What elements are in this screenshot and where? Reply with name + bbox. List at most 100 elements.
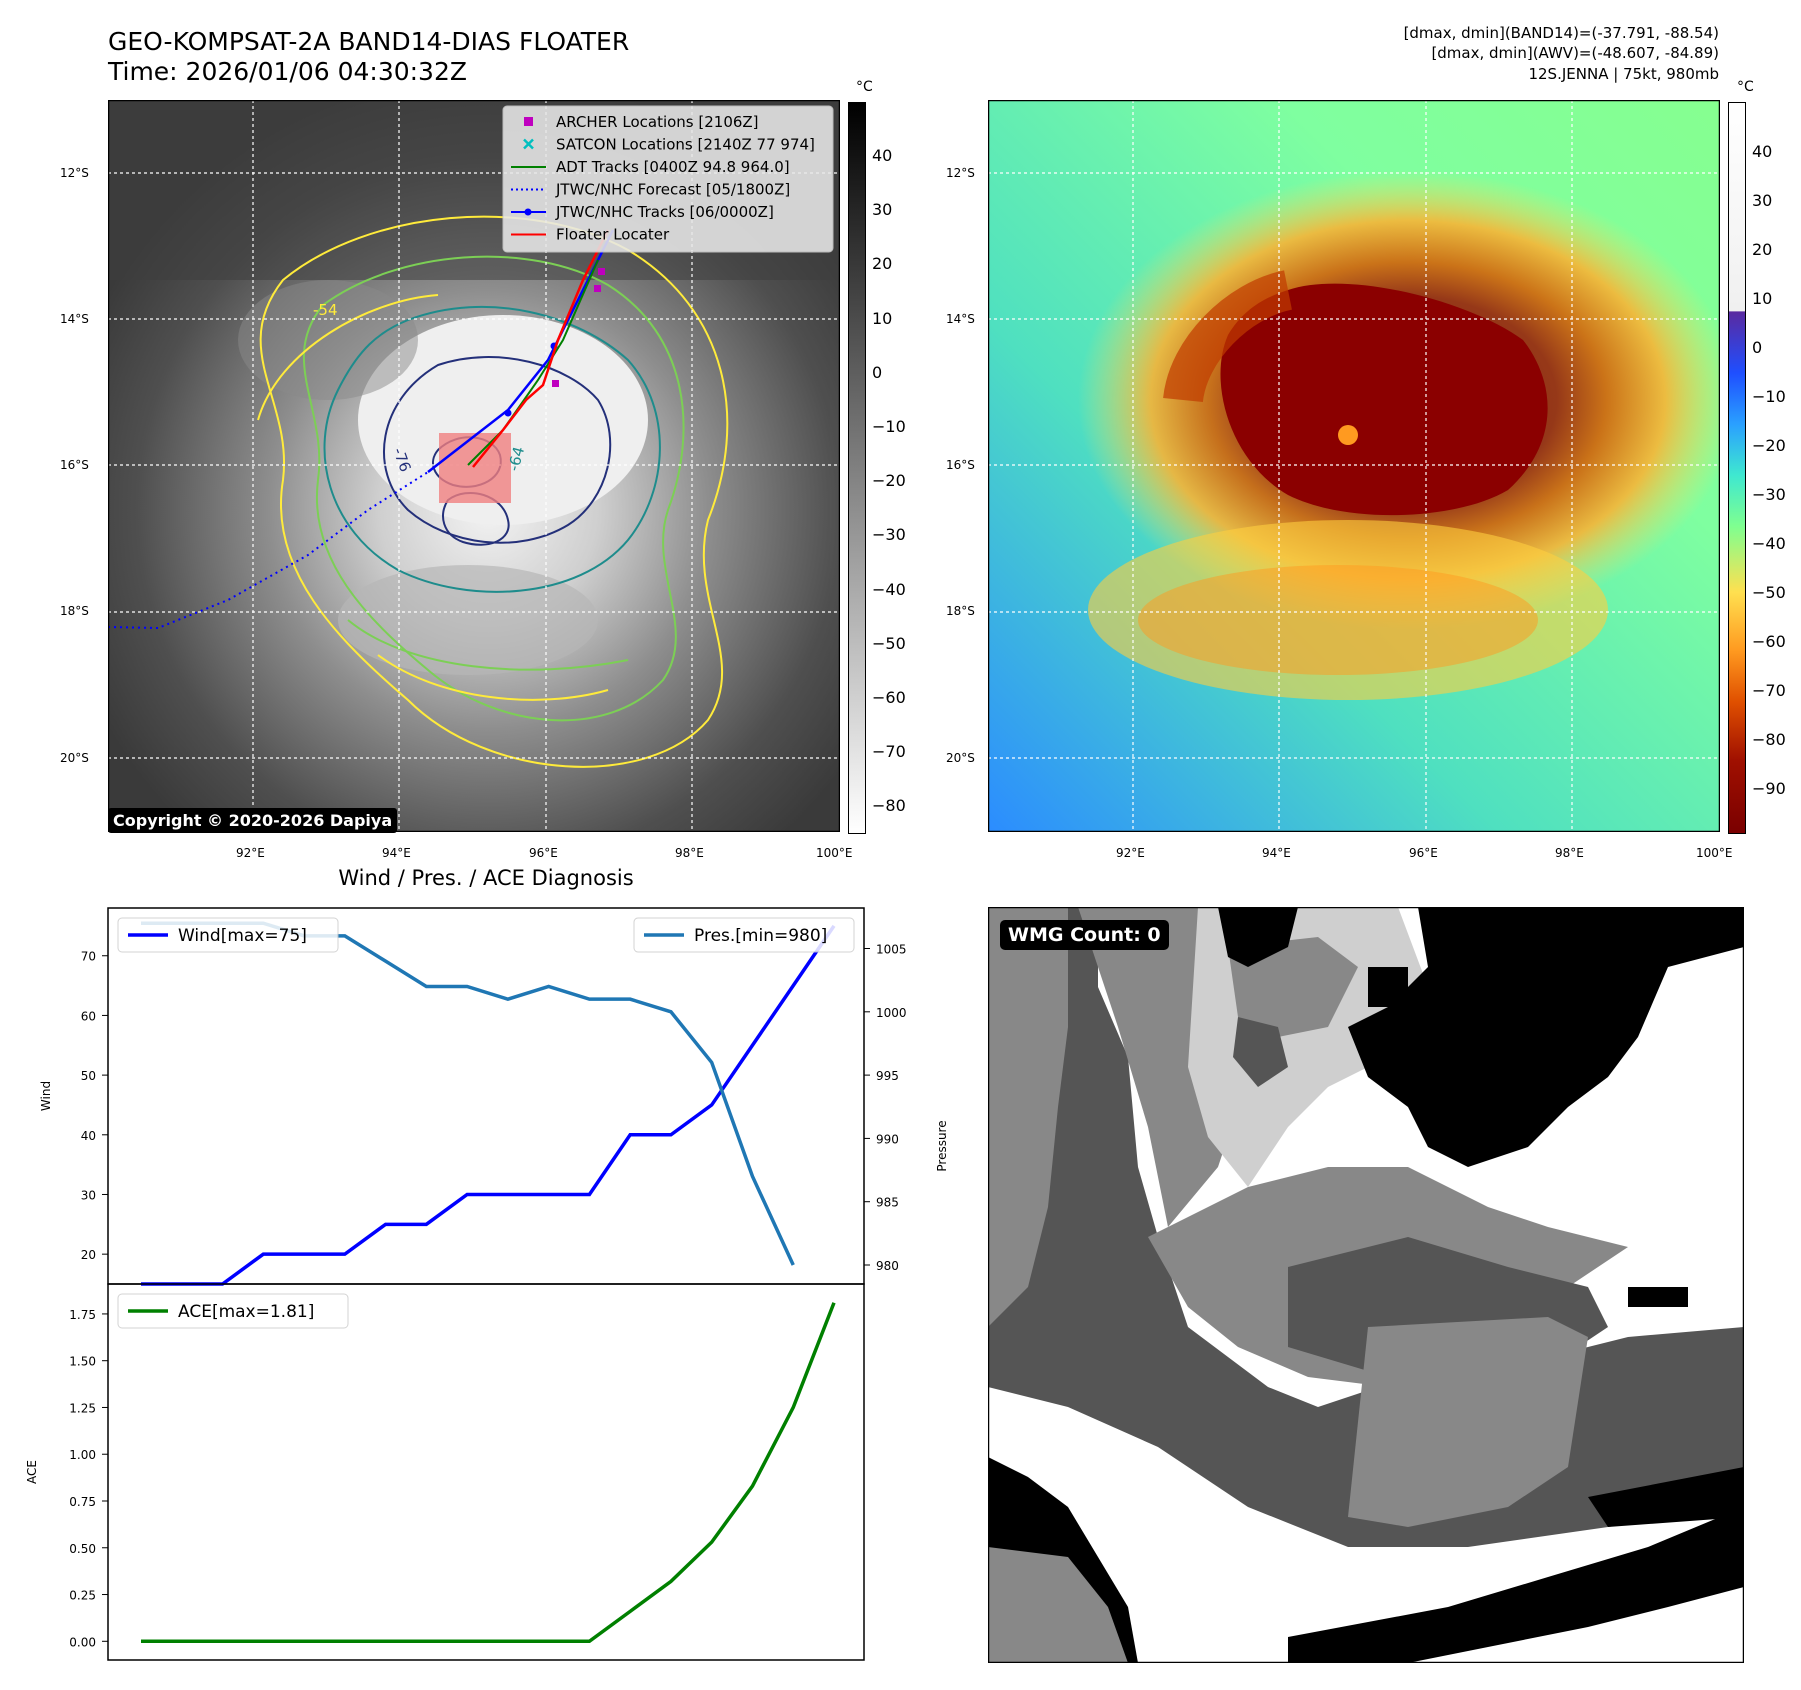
pressure-axis-label: Pressure [935,1120,949,1171]
ace-tick-0: 0.00 [69,1635,96,1649]
wind-legend-label: Wind[max=75] [178,926,307,946]
cb1-ticks-label-11: −70 [872,742,906,762]
wind-series-line [141,924,836,1286]
map1-lat-20: 20°S [60,751,89,765]
cb2-ticks-label-8: −40 [1752,534,1786,553]
wmg-count-badge: WMG Count: 0 [1000,920,1169,950]
wind-tick-1: 30 [81,1188,96,1202]
legend-item-2: ADT Tracks [0400Z 94.8 964.0] [511,158,790,176]
map2-lat-14: 14°S [946,312,975,326]
eye-feature [1338,425,1358,445]
map2-lon-100: 100°E [1696,846,1733,860]
map2-lon-92: 92°E [1116,846,1145,860]
cb2-ticks-label-5: −10 [1752,387,1786,406]
contour-navy [383,356,612,544]
pressure-tick-5: 1005 [876,943,907,957]
wind-tick-2: 40 [81,1129,96,1143]
map2-lat-18: 18°S [946,604,975,618]
pressure-legend-label: Pres.[min=980] [694,926,827,946]
colorbar1-unit: °C [856,79,873,95]
diagnosis-chart: 20 30 40 50 60 70 980 985 990 995 1000 1005 Wind Pres… [25,907,949,1661]
cdo-cloud-top [358,315,648,525]
cb1-ticks-label-5: −10 [872,417,906,436]
cb1-ticks-label-4: 0 [872,362,883,382]
cb2-ticks-label-3: 10 [1752,289,1773,308]
legend-label-2: ADT Tracks [0400Z 94.8 964.0] [556,158,790,176]
map1-lat-14: 14°S [60,312,89,326]
cb1-ticks-label-2: 20 [872,254,893,274]
colorbar1-gray [848,102,866,834]
ace-legend [117,1293,349,1329]
cb2-ticks-label-12: −80 [1752,730,1786,749]
wind-tick-0: 20 [81,1248,96,1262]
contour-label-64: -64 [504,445,528,473]
legend-label-4: JTWC/NHC Tracks [06/0000Z] [555,203,774,221]
map2-lon-96: 96°E [1409,846,1438,860]
cb1-ticks-label-10: −60 [872,688,906,707]
cb1-ticks-label-7: −30 [872,525,906,545]
map1-lon-100: 100°E [816,846,853,860]
map1-lon-96: 96°E [529,846,558,860]
colorbar2-color [1728,102,1746,834]
cb1-ticks-label-3: 10 [872,308,893,328]
legend-label-5: Floater Locater [556,226,670,244]
map1-lon-94: 94°E [382,846,411,860]
map1-lat-16: 16°S [60,458,89,472]
cb2-ticks-label-13: −90 [1752,779,1786,798]
diagnosis-title: Wind / Pres. / ACE Diagnosis [338,866,634,890]
wmg-black-region [1348,907,1744,1167]
pressure-tick-2: 990 [876,1132,899,1146]
wmg-panel [988,907,1744,1663]
floater-track [472,229,610,468]
pressure-legend [633,917,855,953]
map2-lat-16: 16°S [946,458,975,472]
band14-ir-map: -54 -76 -64 ARCHER Locations [2106Z]SATC… [108,100,840,832]
wind-axis-label: Wind [39,1081,53,1111]
archer-marker [552,380,559,387]
ace-tick-7: 1.75 [69,1308,96,1322]
pressure-tick-3: 995 [876,1069,899,1083]
wind-tick-5: 70 [81,950,96,964]
info-band14-range: [dmax, dmin](BAND14)=(-37.791, -88.54) [1403,24,1719,42]
pressure-tick-1: 985 [876,1196,899,1210]
map2-lon-94: 94°E [1262,846,1291,860]
copyright-label: Copyright © 2020-2026 Dapiya [108,808,398,833]
adt-track [467,259,599,466]
ace-series-line [141,1302,836,1644]
cb1-ticks-label-8: −40 [872,579,906,599]
legend-item-5: Floater Locater [511,226,670,244]
cb1-ticks-label-6: −20 [872,471,906,491]
cb1-ticks-label-1: 30 [872,200,893,220]
cb2-ticks-label-7: −30 [1752,485,1786,504]
floater-locater-box [439,433,511,503]
storm-core [1220,283,1548,516]
legend-label-3: JTWC/NHC Forecast [05/1800Z] [555,181,790,199]
legend-item-0: ARCHER Locations [2106Z] [524,113,759,131]
cb1-ticks-label-0: 40 [872,146,893,165]
ace-axes [107,1283,865,1661]
ace-tick-5: 1.25 [69,1401,96,1415]
cb2-ticks-label-9: −50 [1752,583,1786,602]
ace-tick-3: 0.75 [69,1495,96,1509]
pressure-tick-4: 1000 [876,1006,907,1020]
contour-green [302,255,685,722]
contour-teal [323,305,661,593]
cb2-ticks-label-4: 0 [1752,338,1763,357]
cb2-ticks-label-0: 40 [1752,142,1773,161]
map1-lat-18: 18°S [60,604,89,618]
ace-tick-6: 1.50 [69,1355,96,1369]
legend-label-1: SATCON Locations [2140Z 77 974] [556,136,815,154]
cb2-ticks-label-10: −60 [1752,632,1786,651]
legend-item-4: JTWC/NHC Tracks [06/0000Z] [511,203,774,221]
contour-label-54: -54 [313,301,338,319]
legend-item-3: JTWC/NHC Forecast [05/1800Z] [511,181,790,199]
cb2-ticks-label-2: 20 [1752,240,1773,259]
cb1-ticks-label-12: −80 [872,796,906,816]
wind-tick-4: 60 [81,1009,96,1023]
map1-lat-12: 12°S [60,166,89,180]
wind-pressure-axes [107,907,865,1285]
info-awv-range: [dmax, dmin](AWV)=(-48.607, -84.89) [1431,44,1719,62]
ace-legend-label: ACE[max=1.81] [178,1302,314,1322]
cb2-ticks-label-6: −20 [1752,436,1786,455]
colorbar2-unit: °C [1737,79,1754,95]
